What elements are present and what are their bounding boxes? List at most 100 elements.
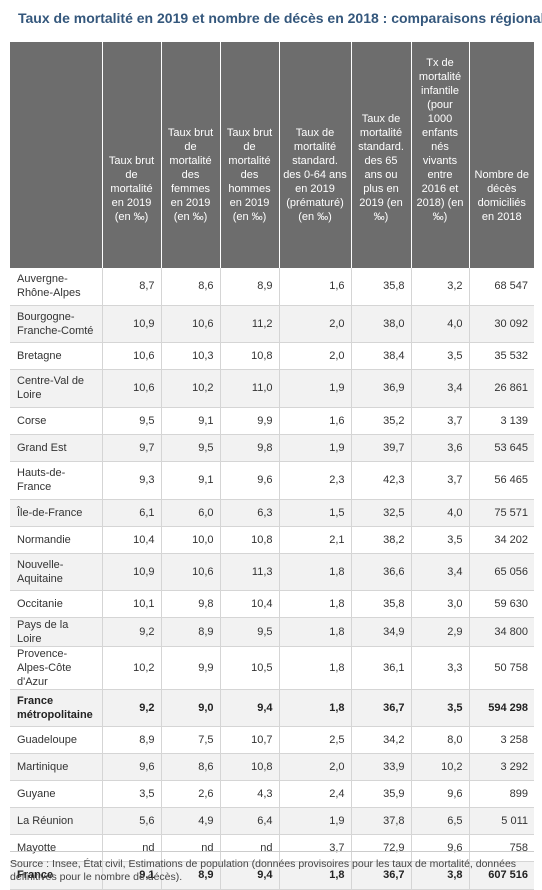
value-cell: 10,8 [220, 526, 280, 554]
table-body: Auvergne-Rhône-Alpes 8,7 8,6 8,9 1,6 35,8 3,2 6… [10, 268, 534, 890]
value-cell: 594 298 [469, 689, 534, 727]
value-cell: 8,6 [161, 268, 221, 306]
region-cell: Bourgogne-Franche-Comté [10, 305, 103, 343]
value-cell: nd [102, 834, 162, 862]
value-cell: 1,8 [279, 646, 352, 690]
value-cell: 9,6 [220, 461, 280, 500]
value-cell: 1,9 [279, 434, 352, 462]
value-cell: 34 800 [469, 617, 534, 647]
value-cell: 3,5 [411, 526, 470, 554]
value-cell: 10,0 [161, 526, 221, 554]
value-cell: 1,9 [279, 369, 352, 408]
value-cell: 1,9 [279, 807, 352, 835]
region-cell: Occitanie [10, 590, 103, 618]
source-note: Source : Insee, État civil, Estimations … [10, 858, 517, 883]
value-cell: 1,8 [279, 617, 352, 647]
value-cell: 36,7 [351, 689, 412, 727]
region-cell: Centre-Val de Loire [10, 369, 103, 408]
value-cell: 37,8 [351, 807, 412, 835]
value-cell: 5 011 [469, 807, 534, 835]
value-cell: 9,2 [102, 617, 162, 647]
region-cell: Grand Est [10, 434, 103, 462]
value-cell: 38,2 [351, 526, 412, 554]
table-row: France 9,1 8,9 9,4 1,8 36,7 3,8 607 516 [10, 861, 534, 890]
value-cell: 9,8 [161, 590, 221, 618]
region-cell: France [10, 861, 103, 890]
value-cell: 8,9 [161, 617, 221, 647]
value-cell: 11,0 [220, 369, 280, 408]
value-cell: 10,6 [161, 553, 221, 591]
region-cell: Nouvelle-Aquitaine [10, 553, 103, 591]
table-row: Hauts-de-France 9,3 9,1 9,6 2,3 42,3 3,7 56 465 [10, 461, 534, 500]
value-cell: 3 139 [469, 407, 534, 435]
value-cell: 2,3 [279, 461, 352, 500]
table-title: Taux de mortalité en 2019 et nombre de d… [18, 10, 542, 26]
value-cell: 10,7 [220, 726, 280, 754]
value-cell: 9,6 [411, 834, 470, 862]
value-cell: 65 056 [469, 553, 534, 591]
region-cell: France métropolitaine [10, 689, 103, 727]
value-cell: 2,0 [279, 342, 352, 370]
value-cell: 9,5 [161, 434, 221, 462]
table-row: Pays de la Loire 9,2 8,9 9,5 1,8 34,9 2,9 34 80… [10, 617, 534, 647]
value-cell: 3,0 [411, 590, 470, 618]
value-cell: 4,9 [161, 807, 221, 835]
table-row: Bretagne 10,6 10,3 10,8 2,0 38,4 3,5 35 532 [10, 342, 534, 370]
header-men-rate: Taux brut de mortalité des hommes en 201… [220, 42, 280, 268]
value-cell: 10,2 [102, 646, 162, 690]
value-cell: 8,0 [411, 726, 470, 754]
value-cell: 3,2 [411, 268, 470, 306]
value-cell: 6,4 [220, 807, 280, 835]
value-cell: 53 645 [469, 434, 534, 462]
value-cell: 2,9 [411, 617, 470, 647]
value-cell: 9,9 [220, 407, 280, 435]
value-cell: 68 547 [469, 268, 534, 306]
value-cell: 30 092 [469, 305, 534, 343]
table-row: Île-de-France 6,1 6,0 6,3 1,5 32,5 4,0 75 571 [10, 499, 534, 527]
value-cell: 39,7 [351, 434, 412, 462]
table-row: Bourgogne-Franche-Comté 10,9 10,6 11,2 2,0 38… [10, 305, 534, 343]
table-row: Martinique 9,6 8,6 10,8 2,0 33,9 10,2 3 292 [10, 753, 534, 781]
value-cell: 6,1 [102, 499, 162, 527]
table-row: Guadeloupe 8,9 7,5 10,7 2,5 34,2 8,0 3 258 [10, 726, 534, 754]
value-cell: 56 465 [469, 461, 534, 500]
region-cell: Guadeloupe [10, 726, 103, 754]
region-cell: Mayotte [10, 834, 103, 862]
value-cell: 26 861 [469, 369, 534, 408]
region-cell: Martinique [10, 753, 103, 781]
value-cell: 6,5 [411, 807, 470, 835]
value-cell: 34 202 [469, 526, 534, 554]
value-cell: 10,8 [220, 753, 280, 781]
value-cell: 38,4 [351, 342, 412, 370]
value-cell: 35,9 [351, 780, 412, 808]
region-cell: Auvergne-Rhône-Alpes [10, 268, 103, 306]
mortality-table: Taux brut de mortalité en 2019 (en ‰) Ta… [10, 42, 534, 890]
value-cell: 10,9 [102, 553, 162, 591]
value-cell: 1,8 [279, 861, 352, 890]
table-row: Occitanie 10,1 9,8 10,4 1,8 35,8 3,0 59 630 [10, 590, 534, 618]
value-cell: 1,8 [279, 689, 352, 727]
value-cell: 9,0 [161, 689, 221, 727]
value-cell: 9,3 [102, 461, 162, 500]
table-row: Auvergne-Rhône-Alpes 8,7 8,6 8,9 1,6 35,8 3,2 6… [10, 268, 534, 306]
header-region [10, 42, 103, 268]
region-cell: Bretagne [10, 342, 103, 370]
value-cell: 8,7 [102, 268, 162, 306]
value-cell: 72,9 [351, 834, 412, 862]
value-cell: 36,6 [351, 553, 412, 591]
value-cell: 10,9 [102, 305, 162, 343]
header-women-rate: Taux brut de mortalité des femmes en 201… [161, 42, 221, 268]
value-cell: 3,7 [411, 407, 470, 435]
value-cell: 9,5 [102, 407, 162, 435]
value-cell: 899 [469, 780, 534, 808]
value-cell: 35,2 [351, 407, 412, 435]
region-cell: Corse [10, 407, 103, 435]
value-cell: 10,2 [411, 753, 470, 781]
value-cell: 10,3 [161, 342, 221, 370]
table-row: Guyane 3,5 2,6 4,3 2,4 35,9 9,6 899 [10, 780, 534, 808]
value-cell: 75 571 [469, 499, 534, 527]
value-cell: 38,0 [351, 305, 412, 343]
value-cell: 9,1 [102, 861, 162, 890]
value-cell: 2,6 [161, 780, 221, 808]
value-cell: 42,3 [351, 461, 412, 500]
